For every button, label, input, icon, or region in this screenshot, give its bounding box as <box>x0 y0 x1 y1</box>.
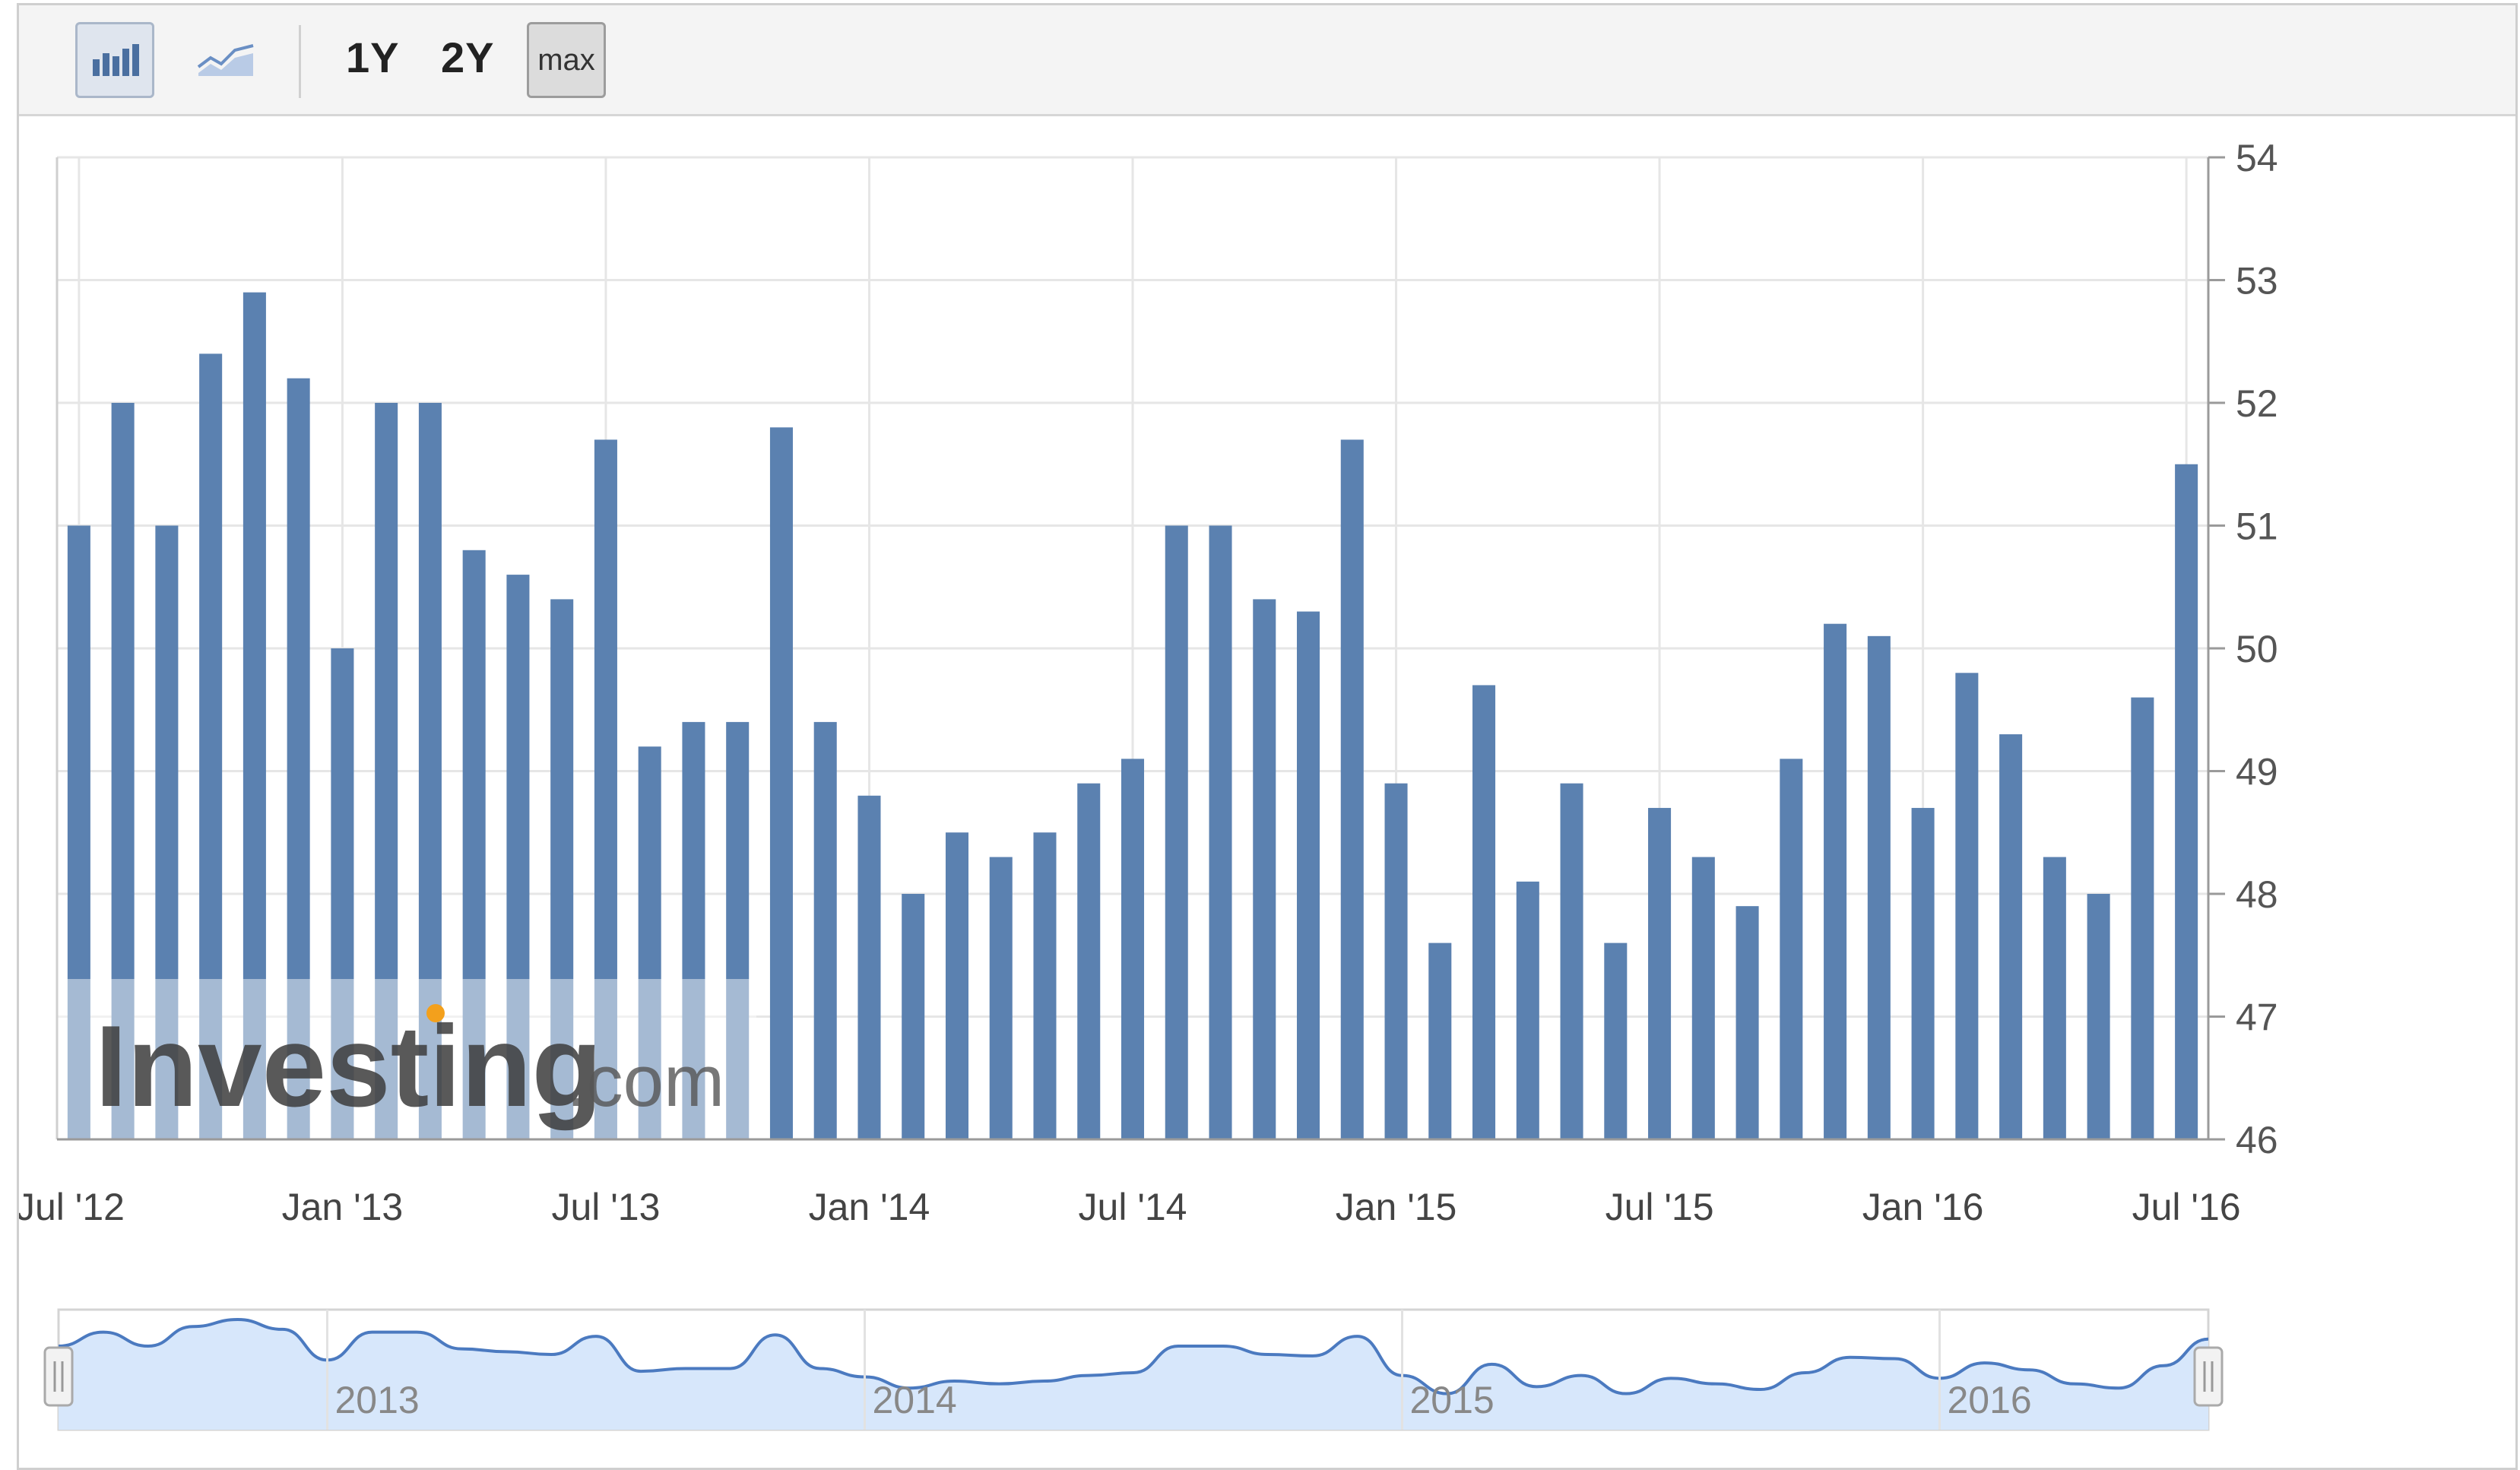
bar[interactable] <box>1911 807 1935 1139</box>
bar[interactable] <box>1297 611 1320 1139</box>
navigator-year-label: 2014 <box>873 1379 957 1421</box>
bar[interactable] <box>1604 943 1628 1139</box>
bar[interactable] <box>682 721 705 1139</box>
navigator-area <box>59 1320 2208 1430</box>
y-tick-label: 52 <box>2236 382 2278 425</box>
bar[interactable] <box>1867 635 1891 1139</box>
bar[interactable] <box>902 894 925 1139</box>
y-tick-label: 54 <box>2236 137 2278 179</box>
bar[interactable] <box>945 832 968 1139</box>
bar[interactable] <box>155 525 179 1140</box>
bar[interactable] <box>989 857 1013 1139</box>
navigator-year-label: 2016 <box>1948 1379 2032 1421</box>
navigator-left-handle[interactable] <box>43 1346 74 1407</box>
navigator-year-label: 2015 <box>1410 1379 1495 1421</box>
y-tick-label: 48 <box>2236 873 2278 916</box>
bar[interactable] <box>1077 783 1101 1139</box>
bar[interactable] <box>375 403 398 1139</box>
x-tick-label: Jul '13 <box>551 1186 660 1228</box>
bar[interactable] <box>287 378 310 1139</box>
y-tick-label: 53 <box>2236 260 2278 303</box>
watermark: Investing .com <box>57 979 756 1139</box>
x-tick-label: Jan '16 <box>1862 1186 1984 1228</box>
range-max-button[interactable]: max <box>527 22 606 98</box>
bar[interactable] <box>813 721 837 1139</box>
bar[interactable] <box>769 427 793 1139</box>
line-chart-button[interactable] <box>186 22 265 98</box>
bar[interactable] <box>242 292 266 1139</box>
watermark-suffix: .com <box>566 1041 724 1122</box>
bar[interactable] <box>594 439 617 1139</box>
y-tick-label: 51 <box>2236 505 2278 548</box>
y-tick-label: 49 <box>2236 751 2278 794</box>
bar[interactable] <box>1165 525 1188 1140</box>
bar[interactable] <box>1735 906 1759 1139</box>
bar-series <box>67 292 2198 1140</box>
chart-widget: 1Y 2Y max Investing .com 54 53 52 51 50 49 48 4… <box>17 3 2518 1470</box>
chart-toolbar: 1Y 2Y max <box>19 5 2515 116</box>
bar[interactable] <box>550 599 574 1139</box>
x-tick-label: Jul '12 <box>19 1186 125 1228</box>
bar[interactable] <box>1472 685 1496 1139</box>
bar[interactable] <box>1121 759 1145 1139</box>
x-tick-label: Jul '14 <box>1079 1186 1187 1228</box>
navigator-year-label: 2013 <box>335 1379 420 1421</box>
x-tick-label: Jan '15 <box>1336 1186 1457 1228</box>
bar[interactable] <box>1955 673 1979 1139</box>
x-tick-label: Jan '14 <box>809 1186 930 1228</box>
bar[interactable] <box>2043 857 2066 1139</box>
watermark-dot <box>426 1004 445 1022</box>
bar[interactable] <box>1033 832 1057 1139</box>
bar[interactable] <box>1780 759 1803 1139</box>
line-chart-icon <box>197 44 254 76</box>
range-1y-button[interactable]: 1Y <box>346 33 400 81</box>
bar[interactable] <box>1428 943 1452 1139</box>
bar-chart-icon <box>93 44 139 76</box>
bar[interactable] <box>1209 525 1232 1140</box>
bar[interactable] <box>111 403 135 1139</box>
bar[interactable] <box>1824 623 1847 1139</box>
toolbar-separator <box>299 25 301 98</box>
watermark-brand: Investing <box>95 1002 602 1131</box>
x-tick-label: Jan '13 <box>282 1186 404 1228</box>
bar[interactable] <box>1340 439 1364 1139</box>
bar[interactable] <box>2131 697 2154 1139</box>
bar-chart: Investing .com 54 53 52 51 50 49 48 47 46 Jul '1… <box>19 137 2278 1431</box>
y-tick-label: 50 <box>2236 628 2278 670</box>
bar[interactable] <box>857 795 881 1139</box>
watermark-band <box>57 979 756 1139</box>
bar[interactable] <box>1691 857 1715 1139</box>
bar[interactable] <box>506 575 530 1139</box>
bar[interactable] <box>1384 783 1408 1139</box>
bar[interactable] <box>1253 599 1276 1139</box>
bar[interactable] <box>67 525 90 1140</box>
navigator-line <box>58 1318 2209 1396</box>
bar[interactable] <box>462 550 486 1139</box>
bar[interactable] <box>1999 734 2023 1139</box>
bar[interactable] <box>331 648 354 1139</box>
bar[interactable] <box>1516 881 1539 1139</box>
navigator-right-handle[interactable] <box>2193 1346 2224 1407</box>
x-tick-label: Jul '16 <box>2132 1186 2241 1228</box>
y-axis-labels: 54 53 52 51 50 49 48 47 46 <box>2208 137 2278 1161</box>
navigator[interactable]: 2013 2014 2015 2016 <box>43 1308 2224 1431</box>
bar[interactable] <box>726 721 750 1139</box>
y-tick-label: 47 <box>2236 996 2278 1039</box>
bar[interactable] <box>199 353 223 1139</box>
bar[interactable] <box>1648 807 1672 1139</box>
bar[interactable] <box>2087 894 2110 1139</box>
range-2y-button[interactable]: 2Y <box>441 33 495 81</box>
x-tick-label: Jul '15 <box>1606 1186 1714 1228</box>
bar[interactable] <box>1560 783 1583 1139</box>
y-tick-label: 46 <box>2236 1119 2278 1161</box>
x-axis-labels: Jul '12 Jan '13 Jul '13 Jan '14 Jul '14 Jan '… <box>19 1186 2241 1228</box>
bar[interactable] <box>638 746 661 1139</box>
bar[interactable] <box>2175 464 2198 1139</box>
bar-chart-button[interactable] <box>75 22 154 98</box>
